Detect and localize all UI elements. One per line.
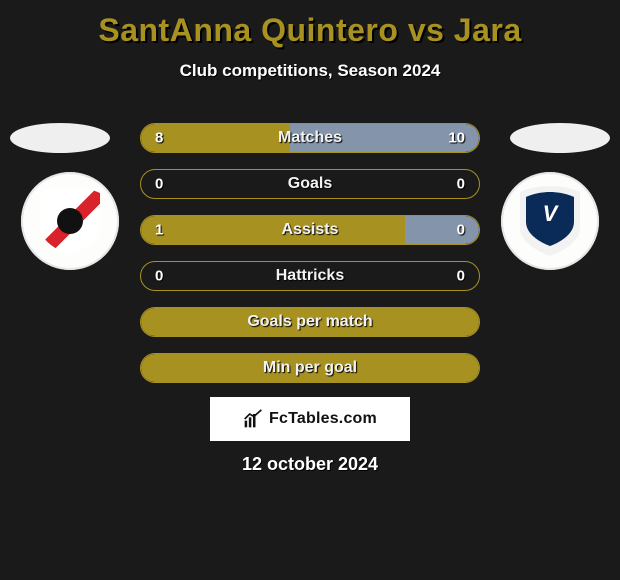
crest-a-text: CARP [56,216,84,226]
player-photo-right [510,123,610,153]
crest-b-text: V [543,201,558,227]
stat-label: Hattricks [141,262,479,290]
date-text: 12 october 2024 [242,454,378,475]
stat-row: Goals0 0 [140,169,480,199]
bar-fill-left [141,216,405,244]
bar-fill-left [141,308,479,336]
stat-value-left: 0 [155,268,163,285]
bar-fill-left [141,124,290,152]
brand-badge: FcTables.com [210,397,410,441]
bar-fill-left [141,354,479,382]
shield-icon: CARP [40,187,100,255]
bar-fill-right [290,124,479,152]
comparison-chart: Matches810Goals00Assists10Hattricks00Goa… [140,123,480,399]
stat-label: Goals [141,170,479,198]
stat-value-right: 0 [457,268,465,285]
stat-row: Min per goal [140,353,480,383]
stat-row: Goals per match [140,307,480,337]
club-crest-left: CARP [21,172,119,270]
stat-row: Hattricks0 0 [140,261,480,291]
bar-fill-right [405,216,479,244]
subtitle: Club competitions, Season 2024 [0,61,620,81]
shield-icon: V [520,186,580,256]
player-photo-left [10,123,110,153]
club-crest-right: V [501,172,599,270]
stat-row: Assists10 [140,215,480,245]
stat-row: Matches810 [140,123,480,153]
stat-value-left: 0 [155,176,163,193]
page-title: SantAnna Quintero vs Jara [0,0,620,49]
chart-icon [243,409,263,429]
stat-value-right: 0 [457,176,465,193]
brand-text: FcTables.com [269,410,377,428]
